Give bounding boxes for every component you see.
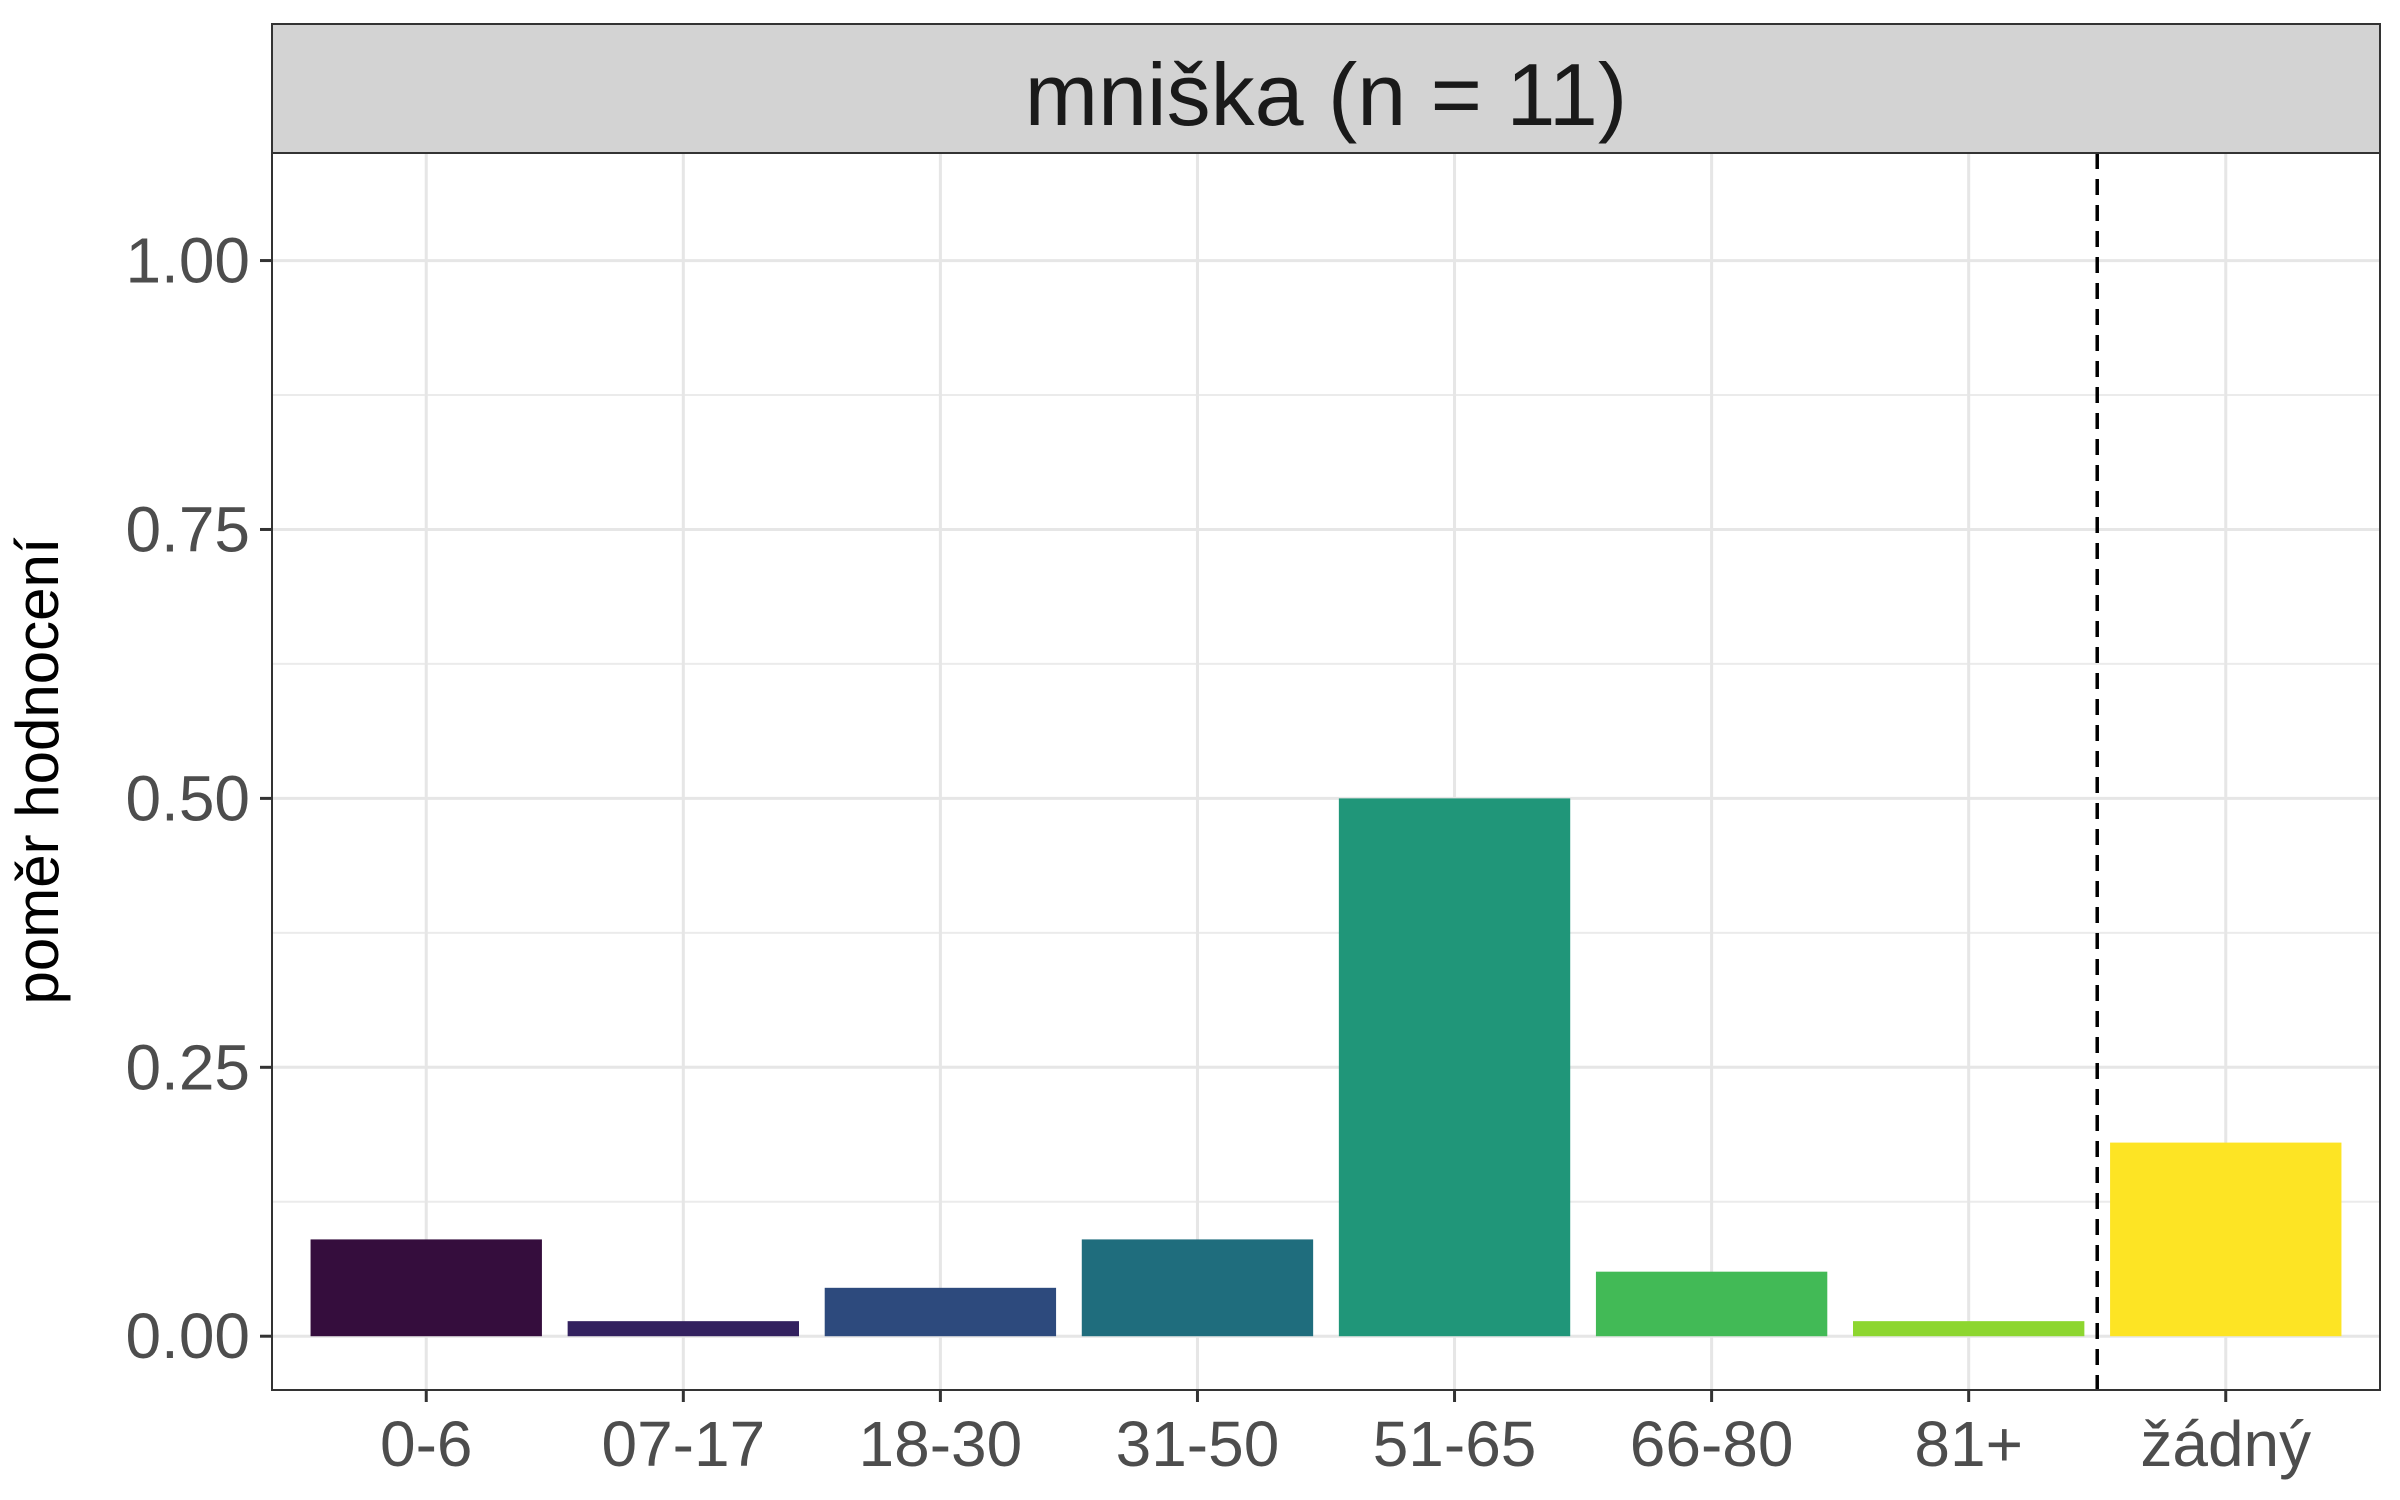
bar-žádný [2110,1142,2342,1337]
bar-07-17 [567,1321,799,1337]
y-axis: 0.00 0.25 0.50 0.75 1.00 [125,225,272,1372]
y-tick-label: 0.00 [125,1300,250,1372]
bars [310,798,2342,1337]
bar-81+ [1853,1321,2085,1337]
x-tick-label: 31-50 [1116,1408,1280,1480]
x-tick-label: 18-30 [859,1408,1023,1480]
y-axis-title: poměr hodnocení [4,537,71,1004]
y-tick-label: 0.75 [125,493,250,565]
grid-minor [272,394,2380,1203]
x-tick-label: 66-80 [1630,1408,1794,1480]
y-tick-label: 0.25 [125,1031,250,1103]
x-tick-label: 51-65 [1373,1408,1537,1480]
x-tick-label: 0-6 [380,1408,473,1480]
x-tick-label: 07-17 [601,1408,765,1480]
grid-major [272,153,2380,1390]
bar-51-65 [1338,798,1571,1337]
x-tick-label: 81+ [1914,1408,2023,1480]
y-tick-label: 0.50 [125,762,250,834]
x-axis: 0-6 07-17 18-30 31-50 51-65 66-80 81+ žádný [380,1390,2311,1480]
x-tick-label: žádný [2140,1408,2311,1480]
bar-66-80 [1595,1271,1828,1337]
bar-31-50 [1081,1239,1314,1337]
panel-border [271,152,2381,1391]
bar-0-6 [310,1239,542,1337]
y-tick-label: 1.00 [125,225,250,297]
chart-title: mniška (n = 11) [1025,45,1627,144]
bar-18-30 [824,1287,1057,1337]
facet-strip [271,23,2381,154]
